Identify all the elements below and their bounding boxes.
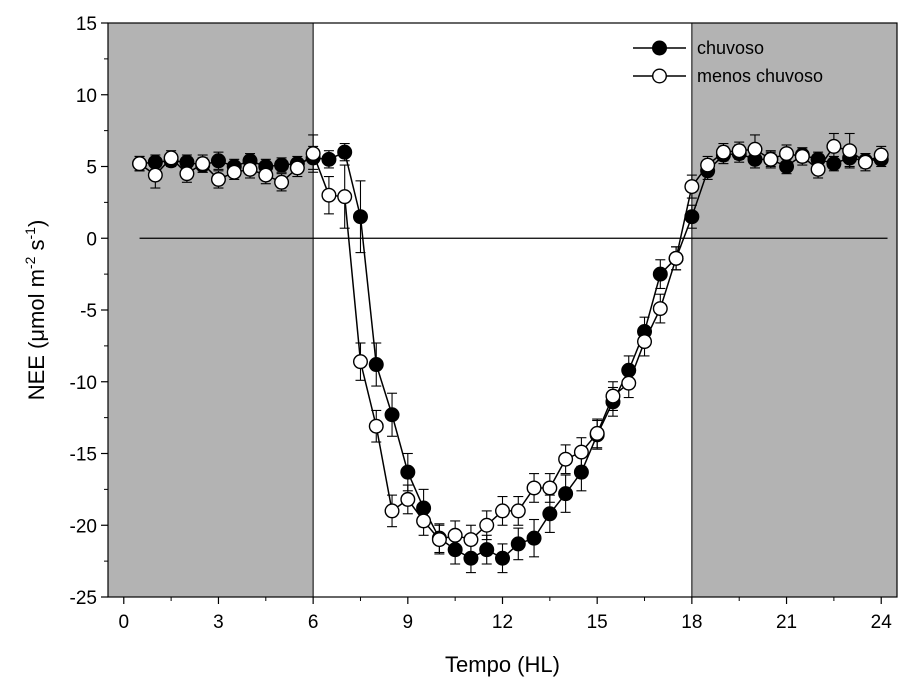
data-point xyxy=(794,148,810,164)
data-point xyxy=(384,503,400,519)
data-point xyxy=(226,164,242,180)
data-point xyxy=(163,150,179,166)
data-point xyxy=(179,166,195,182)
legend-marker xyxy=(652,68,668,84)
data-point xyxy=(210,171,226,187)
night-region-0 xyxy=(108,23,314,597)
data-point xyxy=(337,189,353,205)
data-point xyxy=(274,174,290,190)
data-point xyxy=(195,156,211,172)
data-point xyxy=(352,354,368,370)
y-axis-label: NEE (μmol m-2 s-1) xyxy=(22,220,49,401)
data-point xyxy=(352,209,368,225)
data-point xyxy=(337,144,353,160)
data-point xyxy=(684,209,700,225)
data-point xyxy=(842,143,858,159)
data-point xyxy=(147,167,163,183)
legend-marker xyxy=(652,40,668,56)
x-tick-label: 12 xyxy=(492,612,513,633)
data-point xyxy=(510,503,526,519)
data-point xyxy=(479,517,495,533)
y-tick-label: 5 xyxy=(86,158,97,179)
data-point xyxy=(368,418,384,434)
y-tick-label: -20 xyxy=(70,516,97,537)
data-point xyxy=(416,513,432,529)
x-tick-label: 3 xyxy=(213,612,224,633)
data-point xyxy=(652,266,668,282)
y-tick-label: 10 xyxy=(76,86,97,107)
data-point xyxy=(873,147,889,163)
data-point xyxy=(321,151,337,167)
legend-label: menos chuvoso xyxy=(697,66,823,86)
series-layer xyxy=(132,132,889,574)
x-tick-label: 21 xyxy=(776,612,797,633)
data-point xyxy=(400,464,416,480)
data-point xyxy=(684,179,700,195)
plot-frame xyxy=(107,22,898,598)
data-point xyxy=(573,444,589,460)
data-point xyxy=(242,161,258,177)
data-point xyxy=(542,480,558,496)
x-axis: 0 3 6 9 12 15 18 21 24 xyxy=(118,597,892,633)
x-tick-label: 6 xyxy=(308,612,319,633)
legend: chuvoso menos chuvoso xyxy=(633,38,823,86)
data-point xyxy=(826,138,842,154)
y-tick-label: 0 xyxy=(86,229,97,250)
data-point xyxy=(274,157,290,173)
data-point xyxy=(810,161,826,177)
x-tick-label: 15 xyxy=(587,612,608,633)
data-point xyxy=(447,527,463,543)
legend-label: chuvoso xyxy=(697,38,764,58)
night-region-1 xyxy=(691,23,897,597)
data-point xyxy=(637,334,653,350)
data-point xyxy=(132,156,148,172)
data-point xyxy=(495,550,511,566)
data-point xyxy=(731,143,747,159)
data-point xyxy=(431,532,447,548)
data-point xyxy=(542,506,558,522)
data-point xyxy=(526,480,542,496)
x-axis-label: Tempo (HL) xyxy=(445,652,560,677)
y-tick-label: -25 xyxy=(70,588,97,609)
data-point xyxy=(589,425,605,441)
data-point xyxy=(857,154,873,170)
data-point xyxy=(400,491,416,507)
data-point xyxy=(668,250,684,266)
y-axis: -25 -20 -15 -10 -5 0 5 10 15 xyxy=(70,14,108,609)
data-point xyxy=(558,451,574,467)
y-tick-label: -5 xyxy=(80,301,97,322)
x-tick-label: 24 xyxy=(871,612,893,633)
data-point xyxy=(305,146,321,162)
data-point xyxy=(479,542,495,558)
x-tick-label: 0 xyxy=(118,612,129,633)
data-point xyxy=(384,407,400,423)
data-point xyxy=(573,464,589,480)
y-tick-label: -15 xyxy=(70,445,97,466)
data-point xyxy=(747,141,763,157)
data-point xyxy=(700,157,716,173)
data-point xyxy=(779,146,795,162)
data-point xyxy=(763,151,779,167)
data-point xyxy=(558,486,574,502)
data-point xyxy=(495,503,511,519)
data-point xyxy=(510,536,526,552)
data-point xyxy=(210,153,226,169)
data-point xyxy=(605,388,621,404)
night-shading-layer xyxy=(108,23,897,597)
series-menos-chuvoso xyxy=(132,132,889,555)
data-point xyxy=(368,357,384,373)
data-point xyxy=(621,375,637,391)
data-point xyxy=(463,532,479,548)
x-tick-label: 9 xyxy=(403,612,414,633)
data-point xyxy=(321,187,337,203)
data-point xyxy=(526,530,542,546)
data-point xyxy=(652,301,668,317)
x-tick-label: 18 xyxy=(681,612,702,633)
data-point xyxy=(715,144,731,160)
data-point xyxy=(258,167,274,183)
data-point xyxy=(289,160,305,176)
y-tick-label: 15 xyxy=(76,14,97,35)
y-tick-label: -10 xyxy=(70,373,97,394)
